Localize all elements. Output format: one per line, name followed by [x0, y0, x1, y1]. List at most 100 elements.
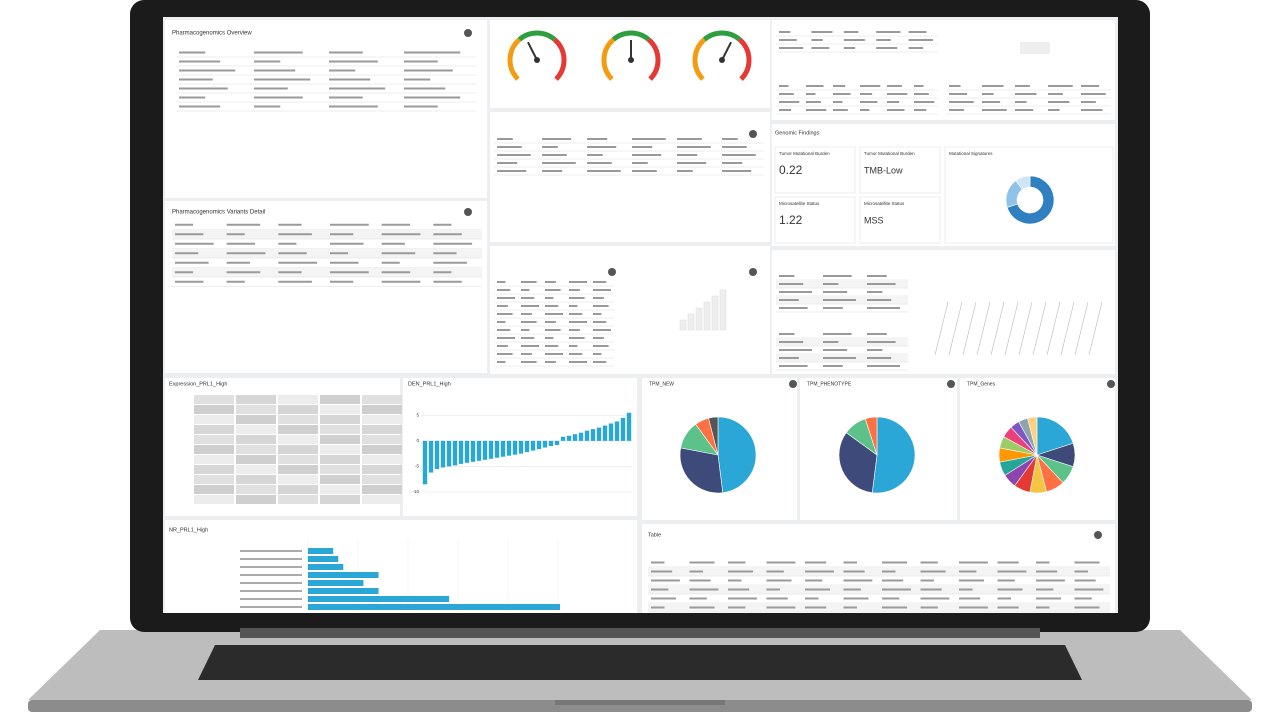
cell-text [593, 337, 604, 339]
cell-text [997, 606, 1019, 609]
cell-text [175, 271, 194, 274]
menu-icon [1107, 380, 1115, 388]
cell-text [593, 361, 607, 363]
cell-text [728, 579, 742, 582]
cell-text [982, 101, 1001, 103]
cell-text [811, 47, 830, 49]
label: TPM_NEW [649, 381, 674, 387]
cell-text [1081, 93, 1106, 95]
heat-cell [236, 445, 276, 454]
cell-text [959, 597, 981, 600]
cell-text [722, 170, 752, 172]
bar [482, 440, 488, 460]
menu-icon [464, 29, 472, 37]
cell-text [569, 361, 587, 363]
heat-cell [320, 405, 360, 414]
bar [464, 440, 470, 463]
cell-text [823, 333, 852, 335]
table-row [776, 280, 908, 288]
cell-text [882, 606, 908, 609]
cell-text [882, 588, 911, 591]
cell-text [330, 271, 369, 274]
cell-text [843, 561, 857, 564]
cell-text [887, 109, 905, 111]
cell-text [843, 588, 861, 591]
cell-text [843, 597, 869, 600]
cell-text [779, 365, 808, 367]
cell-text [805, 597, 819, 600]
heat-cell [236, 435, 276, 444]
cell-text [1015, 109, 1034, 111]
bar [428, 440, 434, 473]
cell-text [497, 170, 527, 172]
cell-text [278, 233, 312, 236]
cell-text [982, 93, 994, 95]
cell-text [982, 109, 1007, 111]
cell-text [805, 588, 831, 591]
gauge-band [646, 37, 661, 81]
gauge-band [517, 30, 557, 42]
y-tick-label: -10 [412, 489, 419, 494]
cell-text [497, 313, 513, 315]
cell-text [722, 146, 747, 148]
bar [494, 440, 500, 458]
label: Microsatellite Status [779, 201, 820, 206]
menu-icon [464, 208, 472, 216]
cell-text [1074, 606, 1100, 609]
cell-text [226, 223, 261, 226]
cell-text [876, 47, 898, 49]
bar [308, 564, 344, 570]
cell-text [1036, 579, 1065, 582]
cell-text [497, 353, 513, 355]
cell-text [867, 291, 883, 293]
cell-text [226, 233, 245, 236]
trend-line [1074, 301, 1089, 356]
cell-text [179, 51, 206, 54]
heat-cell [278, 475, 318, 484]
cell-text [226, 280, 245, 283]
cell-text [569, 281, 587, 283]
cell-text [254, 69, 296, 72]
cell-text [521, 353, 532, 355]
cell-text [805, 606, 827, 609]
category-text [240, 606, 302, 608]
heat-cell [194, 455, 234, 464]
cell-text [175, 280, 204, 283]
heat-cell [320, 445, 360, 454]
cell-text [997, 561, 1019, 564]
laptop-lip [28, 700, 1252, 712]
gauge-hub [628, 57, 634, 63]
table-row [172, 229, 482, 239]
heat-cell [362, 435, 402, 444]
cell-text [651, 588, 669, 591]
cell-text [867, 349, 883, 351]
bar [422, 440, 428, 485]
cell-text [329, 87, 386, 90]
heat-cell [194, 435, 234, 444]
cell-text [823, 299, 856, 301]
cell-text [542, 170, 563, 172]
heat-cell [320, 435, 360, 444]
table-row [648, 585, 1110, 594]
cell-text [278, 252, 307, 255]
cell-text [545, 297, 554, 299]
label: Genomic Findings [775, 130, 820, 136]
cell-text [779, 357, 799, 359]
cell-text [860, 93, 873, 95]
cell-text [860, 109, 870, 111]
bar [308, 572, 379, 578]
label: Table [648, 532, 661, 538]
cell-text [587, 170, 621, 172]
heat-cell [362, 445, 402, 454]
cell-text [779, 39, 797, 41]
bar [524, 440, 530, 453]
label: Expression_PRL1_High [169, 381, 227, 387]
heat-cell [320, 465, 360, 474]
cell-text [843, 570, 865, 573]
cell-text [569, 321, 587, 323]
cell-text [278, 280, 312, 283]
heat-cell [194, 445, 234, 454]
cell-text [728, 597, 757, 600]
cell-text [179, 87, 228, 90]
